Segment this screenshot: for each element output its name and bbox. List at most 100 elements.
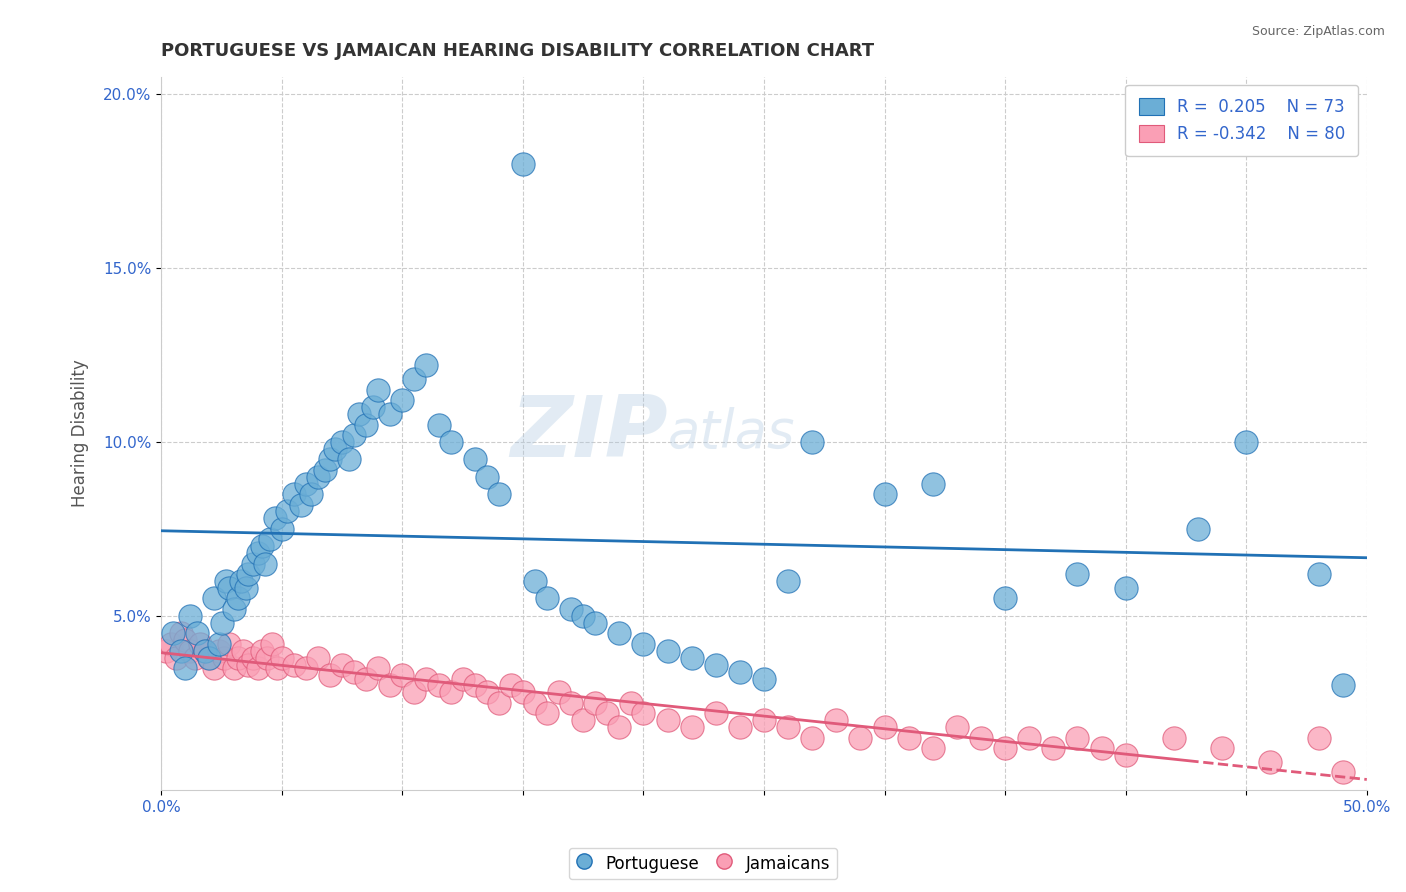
Point [921, 476, 943, 491]
Text: PORTUGUESE VS JAMAICAN HEARING DISABILITY CORRELATION CHART: PORTUGUESE VS JAMAICAN HEARING DISABILIT… [162, 42, 875, 60]
Legend: Portuguese, Jamaicans: Portuguese, Jamaicans [569, 847, 837, 880]
Point [1331, 678, 1354, 692]
Legend: R =  0.205    N = 73, R = -0.342    N = 80: R = 0.205 N = 73, R = -0.342 N = 80 [1125, 85, 1358, 156]
Point [283, 657, 305, 672]
Point [169, 643, 191, 657]
Point [347, 407, 370, 421]
Point [596, 706, 619, 721]
Point [228, 591, 250, 606]
Point [921, 741, 943, 756]
Point [232, 643, 254, 657]
Point [198, 650, 221, 665]
Point [1115, 747, 1137, 762]
Point [439, 685, 461, 699]
Point [1115, 581, 1137, 595]
Point [657, 713, 679, 727]
Point [1234, 434, 1257, 449]
Point [367, 383, 389, 397]
Point [343, 665, 366, 679]
Point [295, 476, 318, 491]
Point [752, 713, 775, 727]
Point [523, 696, 546, 710]
Point [211, 615, 233, 630]
Point [198, 650, 221, 665]
Point [169, 626, 191, 640]
Point [165, 650, 187, 665]
Point [307, 650, 329, 665]
Point [1308, 567, 1330, 582]
Point [873, 720, 896, 734]
Point [228, 650, 250, 665]
Point [801, 434, 824, 449]
Point [270, 522, 292, 536]
Point [451, 672, 474, 686]
Point [174, 661, 197, 675]
Point [897, 731, 920, 745]
Point [208, 643, 231, 657]
Point [1066, 567, 1088, 582]
Point [202, 591, 225, 606]
Point [290, 498, 312, 512]
Point [330, 657, 353, 672]
Point [337, 452, 360, 467]
Point [536, 591, 558, 606]
Point [215, 574, 238, 588]
Point [1331, 765, 1354, 780]
Point [873, 487, 896, 501]
Point [188, 637, 211, 651]
Point [266, 661, 288, 675]
Point [415, 672, 437, 686]
Point [208, 637, 231, 651]
Point [174, 633, 197, 648]
Point [179, 608, 201, 623]
Point [222, 661, 245, 675]
Point [299, 487, 322, 501]
Point [475, 469, 498, 483]
Point [404, 685, 426, 699]
Point [427, 417, 450, 432]
Point [1163, 731, 1185, 745]
Point [464, 452, 486, 467]
Point [499, 678, 522, 692]
Point [222, 602, 245, 616]
Point [184, 650, 207, 665]
Point [512, 685, 534, 699]
Point [1308, 731, 1330, 745]
Point [583, 696, 606, 710]
Point [259, 533, 281, 547]
Point [343, 428, 366, 442]
Point [609, 720, 631, 734]
Point [946, 720, 969, 734]
Point [256, 650, 278, 665]
Point [235, 581, 257, 595]
Point [560, 602, 582, 616]
Point [314, 463, 336, 477]
Point [439, 434, 461, 449]
Text: atlas: atlas [668, 408, 794, 459]
Point [367, 661, 389, 675]
Point [633, 637, 655, 651]
Point [704, 657, 727, 672]
Point [681, 720, 703, 734]
Text: Source: ZipAtlas.com: Source: ZipAtlas.com [1251, 25, 1385, 38]
Point [825, 713, 848, 727]
Point [970, 731, 993, 745]
Point [295, 661, 318, 675]
Point [778, 574, 800, 588]
Point [186, 626, 208, 640]
Point [583, 615, 606, 630]
Point [319, 452, 342, 467]
Point [994, 741, 1017, 756]
Point [218, 637, 240, 651]
Text: ZIP: ZIP [510, 392, 668, 475]
Point [270, 650, 292, 665]
Point [1211, 741, 1233, 756]
Point [262, 637, 284, 651]
Point [801, 731, 824, 745]
Point [330, 434, 353, 449]
Point [994, 591, 1017, 606]
Point [242, 557, 264, 571]
Point [229, 574, 252, 588]
Point [194, 643, 217, 657]
Point [354, 672, 377, 686]
